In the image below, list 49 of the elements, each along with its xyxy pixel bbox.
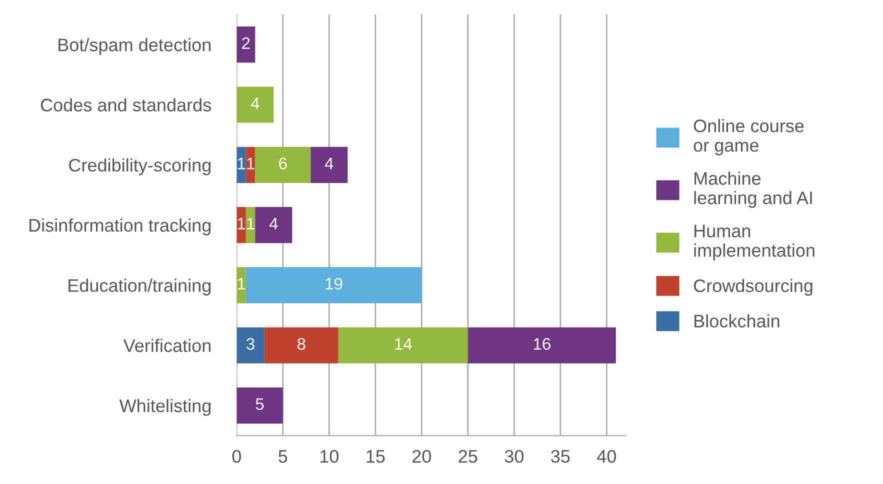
data-label: 4 xyxy=(269,218,278,230)
data-label: 1 xyxy=(238,278,246,290)
bar xyxy=(468,327,616,364)
data-label: 1 xyxy=(247,218,254,230)
data-label: 1 xyxy=(238,218,246,230)
data-label: 4 xyxy=(324,158,334,170)
data-label: 6 xyxy=(279,158,287,170)
x-tick-label: 10 xyxy=(320,450,338,463)
legend-label: Machine learning and AI xyxy=(694,172,812,208)
y-tick-label: Disinformation tracking xyxy=(30,218,210,236)
legend-label: Online course or game xyxy=(694,119,804,156)
legend-label: Blockchain xyxy=(694,314,780,328)
y-tick-label: Verification xyxy=(123,338,210,352)
bar xyxy=(236,267,246,304)
data-label: 14 xyxy=(395,338,412,350)
data-label: 8 xyxy=(297,338,306,350)
x-tick-label: 20 xyxy=(412,450,431,463)
bar xyxy=(255,207,292,244)
data-label: 19 xyxy=(326,278,342,290)
y-tick-label: Codes and standards xyxy=(40,98,212,112)
x-tick-label: 15 xyxy=(366,450,385,463)
bar xyxy=(264,327,338,364)
data-label: 1 xyxy=(247,158,254,170)
x-tick-label: 30 xyxy=(504,450,524,463)
data-label: 5 xyxy=(256,398,264,410)
bar xyxy=(246,267,422,304)
x-tick-label: 5 xyxy=(278,450,288,463)
bar xyxy=(236,26,256,63)
legend-label: Crowdsourcing xyxy=(694,278,812,296)
data-label: 4 xyxy=(250,98,260,110)
data-label: 1 xyxy=(238,158,246,170)
bar xyxy=(338,327,468,364)
x-tick-label: 40 xyxy=(597,450,616,463)
y-tick-label: Education/training xyxy=(68,278,210,296)
legend-label: Human implementation xyxy=(694,224,814,260)
data-label: 3 xyxy=(246,338,254,350)
data-label: 2 xyxy=(242,37,250,49)
x-tick-label: 25 xyxy=(458,450,478,463)
y-tick-label: Credibility-scoring xyxy=(69,158,210,176)
y-tick-label: Bot/spam detection xyxy=(58,38,210,55)
x-tick-label: 35 xyxy=(551,450,570,463)
bar xyxy=(310,146,348,183)
x-tick-label: 0 xyxy=(232,450,241,463)
bar xyxy=(236,86,274,123)
bar xyxy=(236,327,264,364)
bar xyxy=(236,387,283,424)
bar xyxy=(255,146,311,183)
data-label: 16 xyxy=(534,338,550,350)
y-tick-label: Whitelisting xyxy=(119,398,210,416)
